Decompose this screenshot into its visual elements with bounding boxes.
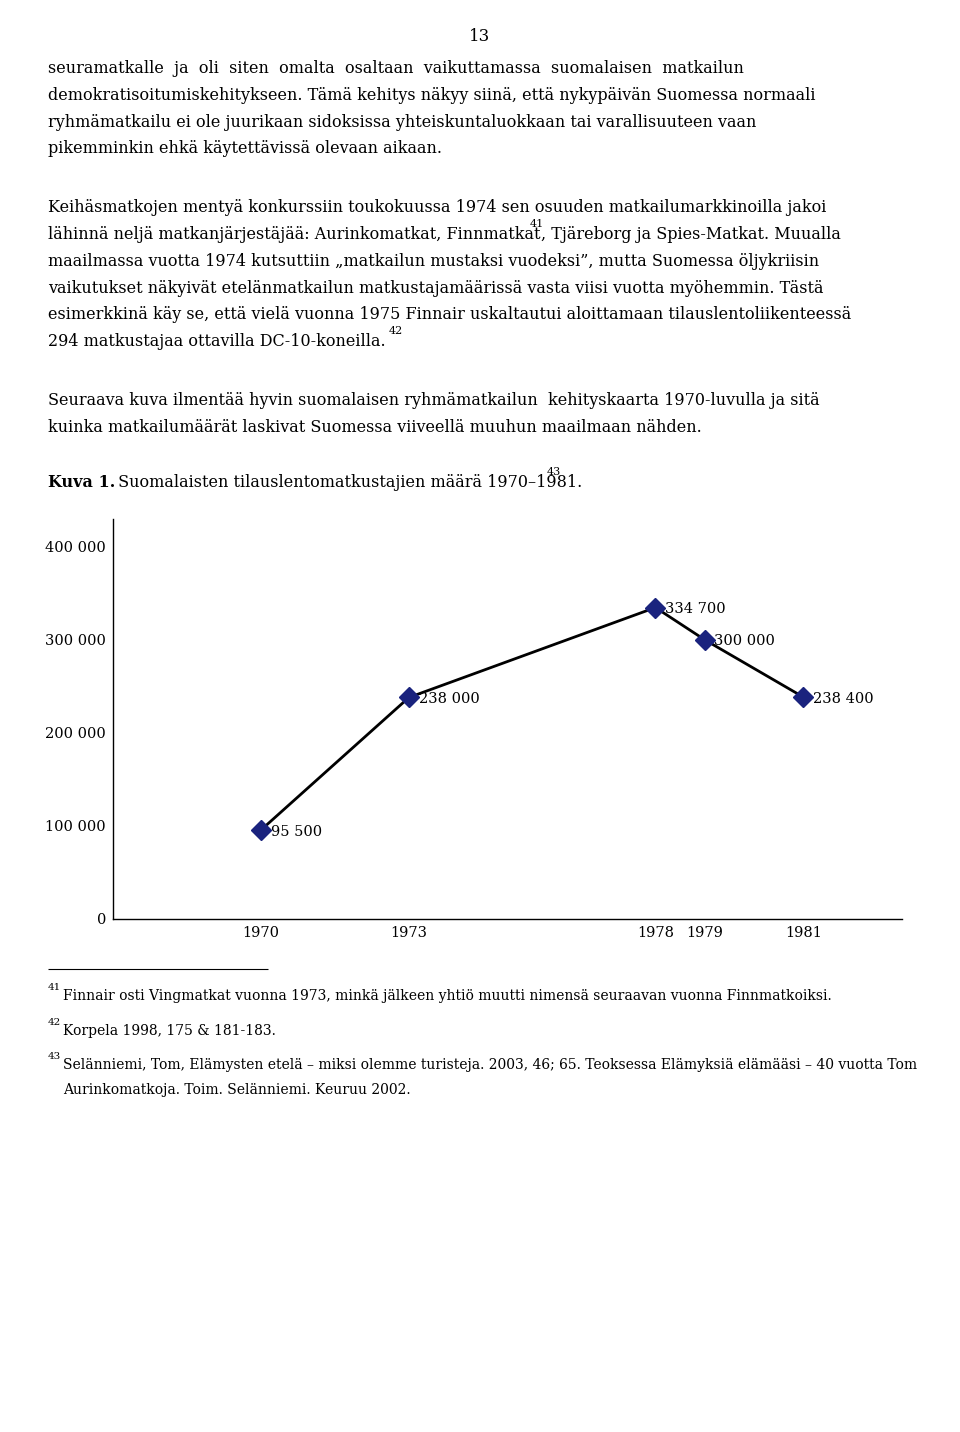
Text: 334 700: 334 700	[665, 601, 726, 616]
Text: 294 matkustajaa ottavilla DC-10-koneilla.: 294 matkustajaa ottavilla DC-10-koneilla…	[48, 334, 386, 351]
Text: pikemminkin ehkä käytettävissä olevaan aikaan.: pikemminkin ehkä käytettävissä olevaan a…	[48, 140, 442, 158]
Text: 41: 41	[48, 982, 61, 992]
Text: Finnair osti Vingmatkat vuonna 1973, minkä jälkeen yhtiö muutti nimensä seuraava: Finnair osti Vingmatkat vuonna 1973, min…	[63, 990, 832, 1002]
Text: ryhmämatkailu ei ole juurikaan sidoksissa yhteiskuntaluokkaan tai varallisuuteen: ryhmämatkailu ei ole juurikaan sidoksiss…	[48, 113, 756, 130]
Text: Selänniemi, Tom, Elämysten etelä – miksi olemme turisteja. 2003, 46; 65. Teokses: Selänniemi, Tom, Elämysten etelä – miksi…	[63, 1058, 917, 1073]
Text: 238 000: 238 000	[419, 692, 479, 706]
Text: 42: 42	[389, 326, 403, 337]
Text: demokratisoitumiskehitykseen. Tämä kehitys näkyy siinä, että nykypäivän Suomessa: demokratisoitumiskehitykseen. Tämä kehit…	[48, 87, 815, 103]
Text: 95 500: 95 500	[271, 825, 322, 839]
Text: 41: 41	[530, 219, 544, 229]
Text: kuinka matkailumäärät laskivat Suomessa viiveellä muuhun maailmaan nähden.: kuinka matkailumäärät laskivat Suomessa …	[48, 418, 702, 435]
Text: lähinnä neljä matkanjärjestäjää: Aurinkomatkat, Finnmatkat: lähinnä neljä matkanjärjestäjää: Aurinko…	[48, 226, 540, 243]
Text: 43: 43	[48, 1053, 61, 1061]
Text: Keihäsmatkojen mentyä konkurssiin toukokuussa 1974 sen osuuden matkailumarkkinoi: Keihäsmatkojen mentyä konkurssiin toukok…	[48, 199, 827, 216]
Text: , Tjäreborg ja Spies-Matkat. Muualla: , Tjäreborg ja Spies-Matkat. Muualla	[541, 226, 841, 243]
Text: 300 000: 300 000	[714, 634, 776, 649]
Text: maailmassa vuotta 1974 kutsuttiin „matkailun mustaksi vuodeksi”, mutta Suomessa : maailmassa vuotta 1974 kutsuttiin „matka…	[48, 253, 819, 269]
Text: Seuraava kuva ilmentää hyvin suomalaisen ryhmämatkailun  kehityskaarta 1970-luvu: Seuraava kuva ilmentää hyvin suomalaisen…	[48, 392, 820, 410]
Text: Kuva 1.: Kuva 1.	[48, 474, 115, 491]
Text: 42: 42	[48, 1018, 61, 1027]
Text: esimerkkinä käy se, että vielä vuonna 1975 Finnair uskaltautui aloittamaan tilau: esimerkkinä käy se, että vielä vuonna 19…	[48, 306, 852, 324]
Text: 238 400: 238 400	[813, 692, 874, 706]
Text: Aurinkomatkoja. Toim. Selänniemi. Keuruu 2002.: Aurinkomatkoja. Toim. Selänniemi. Keuruu…	[63, 1083, 411, 1097]
Text: vaikutukset näkyivät etelänmatkailun matkustajamäärissä vasta viisi vuotta myöhe: vaikutukset näkyivät etelänmatkailun mat…	[48, 279, 824, 296]
Text: 43: 43	[546, 467, 561, 477]
Text: Korpela 1998, 175 & 181-183.: Korpela 1998, 175 & 181-183.	[63, 1024, 276, 1038]
Text: seuramatkalle  ja  oli  siten  omalta  osaltaan  vaikuttamassa  suomalaisen  mat: seuramatkalle ja oli siten omalta osalta…	[48, 60, 744, 77]
Text: 13: 13	[469, 29, 491, 44]
Text: Suomalaisten tilauslentomatkustajien määrä 1970–1981.: Suomalaisten tilauslentomatkustajien mää…	[113, 474, 582, 491]
